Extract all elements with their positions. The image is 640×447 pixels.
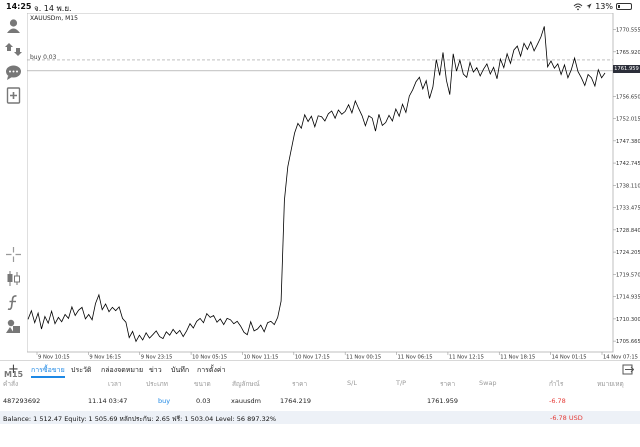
y-tick-label: 1752.015 (616, 117, 640, 123)
y-tick-label: 1710.300 (616, 317, 640, 323)
status-bar: 14:25 จ. 14 พ.ย. 13% (0, 0, 640, 14)
status-right: 13% (573, 2, 632, 11)
col-swap: Swap (479, 379, 497, 387)
new-order-icon[interactable] (5, 87, 22, 104)
order-time: 11.14 03:47 (88, 397, 128, 405)
trade-icon[interactable] (5, 41, 22, 58)
tab-news[interactable]: ข่าว (149, 366, 162, 374)
tab-mailbox[interactable]: กล่องจดหมาย (101, 366, 144, 374)
y-tick-label: 1733.475 (616, 206, 640, 212)
order-id: 487293692 (3, 397, 41, 405)
col-sl: S/L (347, 379, 357, 387)
col-size: ขนาด (194, 380, 211, 388)
y-axis: 1770.555 1765.920 1756.650 1752.015 1747.380… (613, 28, 640, 345)
status-time: 14:25 (6, 2, 32, 11)
order-size: 0.03 (196, 397, 211, 405)
balance-text: Balance: 1 512.47 Equity: 1 505.69 หลักป… (3, 415, 277, 423)
col-price: ราคา (440, 380, 456, 388)
chart-canvas: 1770.555 1765.920 1756.650 1752.015 1747.380… (26, 12, 640, 361)
x-tick-label: 9 Nov 10:15 (38, 355, 70, 360)
candlestick-icon[interactable] (5, 270, 22, 287)
x-tick-label: 14 Nov 07:15 (603, 355, 638, 360)
status-date: จ. 14 พ.ย. (34, 4, 72, 13)
order-open-price: 1764.219 (280, 397, 312, 405)
order-current-price: 1761.959 (427, 397, 459, 405)
left-toolbar: M15 (0, 14, 27, 379)
tab-history[interactable]: ประวัติ (71, 366, 92, 374)
x-tick-label: 9 Nov 23:15 (141, 355, 173, 360)
tab-journal[interactable]: บันทึก (171, 366, 190, 374)
order-type: buy (158, 397, 171, 405)
price-line (27, 26, 606, 343)
account-icon[interactable] (5, 18, 22, 35)
y-tick-label: 1747.380 (616, 139, 640, 145)
total-profit: -6.78 USD (550, 414, 583, 422)
y-tick-label: 1738.110 (616, 183, 640, 189)
wifi-icon (573, 3, 583, 10)
y-tick-label: 1724.205 (616, 250, 640, 256)
tab-settings[interactable]: การตั้งค่า (197, 366, 226, 374)
y-tick-label: 1719.570 (616, 272, 640, 278)
x-tick-label: 10 Nov 11:15 (243, 355, 278, 360)
chat-icon[interactable] (5, 64, 22, 81)
positions-header: คำสั่ง เวลา ประเภท ขนาด สัญลักษณ์ ราคา S… (0, 379, 640, 391)
x-tick-label: 10 Nov 17:15 (295, 355, 330, 360)
balance-summary: Balance: 1 512.47 Equity: 1 505.69 หลักป… (0, 411, 640, 424)
plot-area (26, 12, 614, 353)
y-tick-label: 1770.555 (616, 28, 640, 34)
buy-line-label: buy 0.03 (30, 54, 57, 61)
price-chart[interactable]: 1770.555 1765.920 1756.650 1752.015 1747.380… (26, 12, 640, 361)
order-profit: -6.78 (549, 397, 566, 405)
y-tick-label: 1742.745 (616, 161, 640, 167)
x-tick-label: 14 Nov 01:15 (552, 355, 587, 360)
x-tick-label: 11 Nov 18:15 (500, 355, 535, 360)
col-type: ประเภท (146, 380, 168, 388)
indicator-icon[interactable] (5, 294, 22, 311)
tab-trade[interactable]: การซื้อขาย (31, 366, 65, 378)
x-tick-label: 11 Nov 12:15 (449, 355, 484, 360)
col-open-price: ราคา (292, 380, 308, 388)
table-row[interactable]: 487293692 11.14 03:47 buy 0.03 xauusdm 1… (0, 397, 640, 409)
y-tick-label: 1765.920 (616, 50, 640, 56)
expand-panel-icon[interactable] (622, 364, 634, 375)
objects-icon[interactable] (5, 318, 22, 335)
battery-percent: 13% (595, 2, 613, 11)
y-tick-label: 1756.650 (616, 94, 640, 100)
add-icon[interactable]: + (8, 362, 19, 377)
x-tick-label: 11 Nov 00:15 (346, 355, 381, 360)
col-comment: หมายเหตุ (597, 380, 624, 388)
location-icon (586, 3, 592, 9)
x-axis: 9 Nov 10:15 9 Nov 16:15 9 Nov 23:15 10 Nov … (36, 352, 638, 361)
y-tick-label: 1705.665 (616, 339, 640, 345)
col-symbol: สัญลักษณ์ (232, 380, 260, 388)
x-tick-label: 10 Nov 05:15 (192, 355, 227, 360)
current-price-badge: 1761.959 (613, 65, 640, 73)
x-tick-label: 9 Nov 16:15 (89, 355, 121, 360)
y-tick-label: 1728.840 (616, 228, 640, 234)
x-tick-label: 11 Nov 06:15 (398, 355, 433, 360)
battery-icon (616, 3, 632, 10)
terminal-tabs: + การซื้อขาย ประวัติ กล่องจดหมาย ข่าว บั… (0, 360, 640, 378)
y-tick-label: 1714.935 (616, 295, 640, 301)
order-symbol: xauusdm (231, 397, 261, 405)
col-tp: T/P (396, 379, 407, 387)
chart-symbol: XAUUSDm, M15 (30, 15, 78, 22)
timeframe-label[interactable]: M15 (4, 370, 24, 379)
col-profit: กำไร (549, 380, 564, 388)
crosshair-icon[interactable] (5, 246, 22, 263)
col-time: เวลา (108, 380, 122, 388)
col-order: คำสั่ง (3, 380, 19, 388)
